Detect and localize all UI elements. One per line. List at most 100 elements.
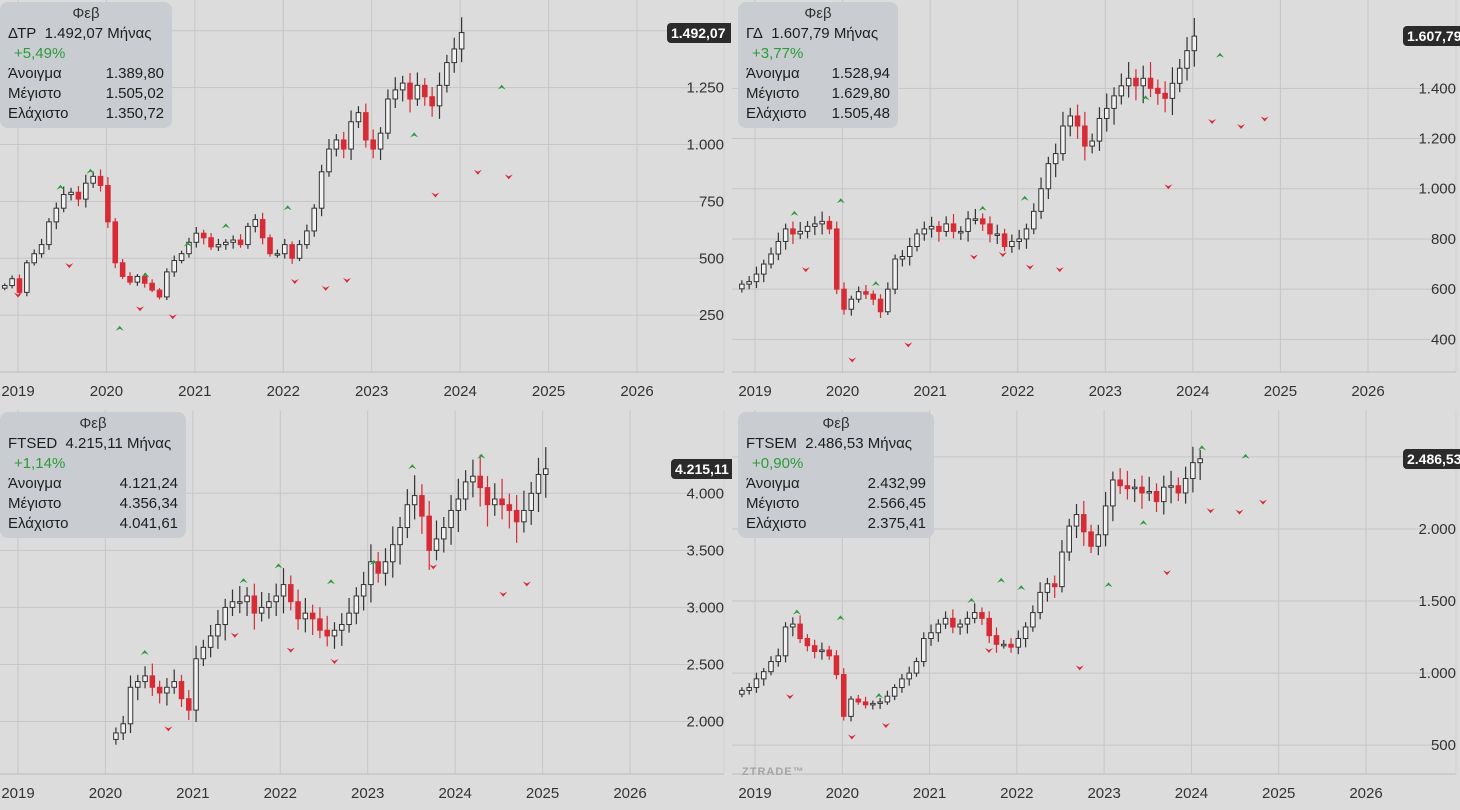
candle — [935, 619, 942, 642]
candle — [119, 258, 126, 279]
candle — [1153, 483, 1160, 513]
candle — [60, 186, 67, 213]
swing-low-marker — [785, 694, 794, 700]
candle — [855, 694, 862, 705]
candle — [149, 279, 155, 293]
candle — [1059, 540, 1065, 593]
candle — [797, 615, 803, 643]
y-tick-label: 750 — [699, 193, 724, 210]
y-tick-label: 1.250 — [686, 80, 724, 97]
candle — [914, 228, 920, 252]
period-label: Φεβ — [79, 415, 107, 432]
candle — [120, 715, 126, 741]
candle — [987, 216, 993, 243]
candle — [346, 597, 352, 633]
chart-dtr[interactable]: 2505007501.0001.2501.5002019202020212022… — [0, 0, 728, 408]
chart-gd[interactable]: 400 600 800 1.000 1.200 1.400 2019 2020 2021 2022… — [732, 0, 1460, 408]
candle — [833, 221, 840, 295]
candle — [1066, 518, 1072, 561]
candle — [1009, 234, 1015, 253]
candle — [950, 609, 956, 634]
candle — [913, 657, 920, 677]
candle — [1125, 62, 1132, 98]
candle — [1051, 575, 1058, 598]
swing-low-marker — [14, 292, 22, 298]
candle — [499, 478, 505, 520]
chart-panel-ftsed: 2.000 2.500 3.000 3.500 4.000 2019 2020 2021 202… — [0, 410, 732, 810]
candle — [1191, 17, 1198, 67]
period-label: Φεβ — [72, 5, 100, 22]
candle — [455, 478, 462, 532]
swing-high-marker — [56, 184, 65, 190]
swing-high-marker — [221, 223, 230, 229]
candle — [31, 249, 37, 266]
candle — [994, 224, 1001, 245]
y-tick-label: 1.000 — [1418, 181, 1456, 198]
candle — [957, 619, 963, 635]
swing-low-marker — [65, 263, 74, 269]
candle — [1117, 468, 1123, 495]
candle — [1131, 478, 1138, 503]
candle — [244, 587, 250, 616]
y-tick-label: 1.000 — [686, 137, 724, 154]
stat-low: Ελάχιστο 2.375,41 — [746, 515, 926, 532]
candle — [1155, 79, 1161, 105]
swing-high-marker — [978, 205, 987, 211]
candle — [444, 54, 450, 93]
candle — [258, 592, 265, 622]
candle — [289, 241, 295, 264]
candle — [1096, 107, 1103, 151]
period-label: Φεβ — [804, 5, 832, 22]
info-box: Φεβ FTSEM 2.486,53 Μήνας +0,90% Άνοιγμα 2… — [738, 412, 934, 538]
swing-high-marker — [141, 272, 150, 278]
y-tick-label: 250 — [699, 307, 724, 324]
candle — [252, 214, 259, 233]
candle — [826, 215, 833, 235]
chart-ftsed[interactable]: 2.000 2.500 3.000 3.500 4.000 2019 2020 2021 202… — [0, 410, 728, 810]
candle — [848, 295, 855, 316]
x-tick-label: 2023 — [355, 383, 388, 400]
candle — [375, 552, 381, 583]
candle — [441, 516, 447, 553]
swing-high-marker — [1216, 52, 1225, 58]
x-tick-label: 2021 — [178, 383, 211, 400]
swing-low-marker — [904, 342, 913, 348]
x-tick-label: 2023 — [1087, 785, 1120, 802]
candle — [950, 214, 957, 239]
candle — [1176, 58, 1183, 93]
candle — [311, 204, 318, 237]
candle — [943, 216, 949, 237]
candle — [407, 72, 413, 113]
candle — [1102, 491, 1109, 547]
candle — [331, 622, 338, 649]
candle — [906, 237, 913, 266]
swing-low-marker — [286, 647, 295, 653]
candle — [230, 235, 236, 249]
candle — [506, 493, 513, 529]
candle — [543, 447, 549, 498]
candle — [862, 696, 869, 709]
y-tick-label: 2.000 — [686, 714, 724, 731]
x-tick-label: 2026 — [1349, 785, 1382, 802]
interval: Μήνας — [867, 435, 912, 452]
swing-high-marker — [410, 132, 419, 138]
x-tick-label: 2026 — [1351, 383, 1384, 400]
swing-low-marker — [429, 564, 438, 570]
chart-panel-gd: 400 600 800 1.000 1.200 1.400 2019 2020 2021 2022… — [732, 0, 1460, 408]
y-tick-label: 400 — [1431, 331, 1456, 348]
swing-low-marker — [1162, 570, 1171, 576]
swing-low-marker — [168, 314, 177, 320]
last-value: 1.607,79 — [771, 25, 830, 42]
period-label: Φεβ — [822, 415, 850, 432]
candle — [404, 489, 411, 539]
candle — [1095, 524, 1102, 556]
candle — [841, 282, 847, 315]
candle — [1161, 475, 1167, 515]
candle — [972, 208, 979, 225]
symbol: ΓΔ — [746, 25, 763, 42]
y-tick-label: 500 — [1431, 737, 1456, 754]
candle — [1124, 470, 1131, 500]
candle — [355, 106, 362, 129]
y-tick-label: 4.000 — [686, 485, 724, 502]
x-tick-label: 2022 — [1000, 785, 1033, 802]
